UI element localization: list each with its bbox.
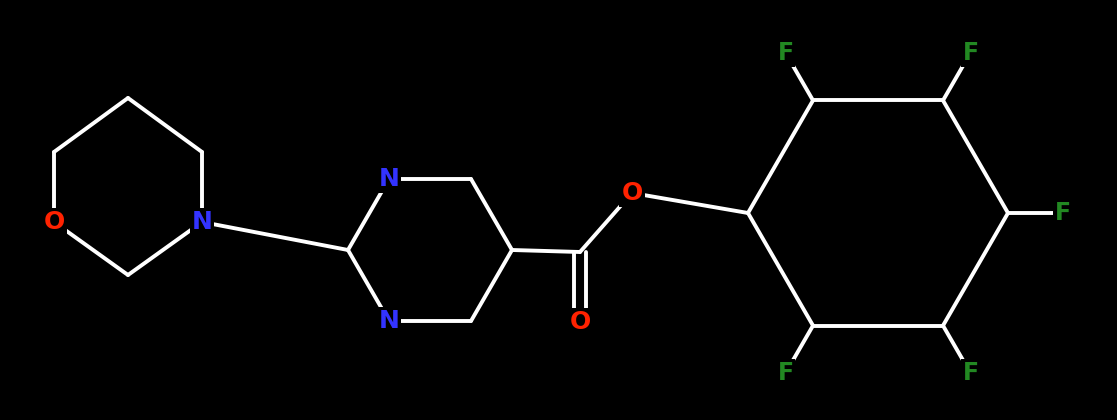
Text: O: O	[44, 210, 65, 234]
Text: N: N	[379, 309, 400, 333]
Text: N: N	[191, 210, 212, 234]
Text: F: F	[777, 41, 793, 65]
Text: F: F	[963, 41, 978, 65]
Text: N: N	[379, 167, 400, 191]
Text: F: F	[777, 361, 793, 385]
Text: O: O	[570, 310, 591, 334]
Text: O: O	[621, 181, 642, 205]
Text: F: F	[1054, 201, 1071, 225]
Text: F: F	[963, 361, 978, 385]
